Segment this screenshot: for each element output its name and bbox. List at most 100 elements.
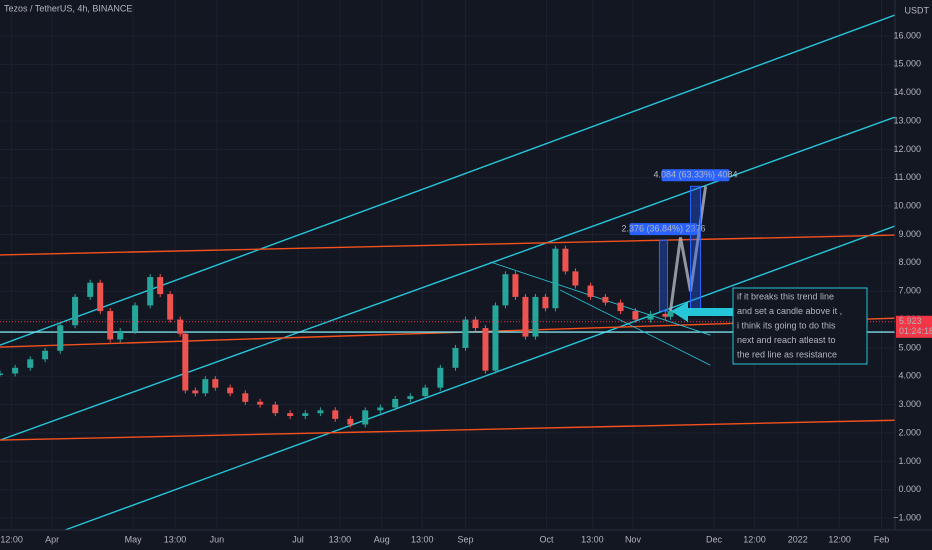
candle <box>182 333 189 391</box>
candle <box>317 410 324 414</box>
candle <box>257 401 264 405</box>
y-tick-label: −1.000 <box>893 512 921 522</box>
x-tick-label: Dec <box>706 534 723 544</box>
callout-text: the red line as resistance <box>737 349 837 359</box>
y-tick-label: 9.000 <box>898 229 921 239</box>
candle <box>332 410 339 419</box>
y-tick-label: 11.000 <box>894 172 921 182</box>
x-tick-label: 12:00 <box>743 534 766 544</box>
measure-label-box <box>629 223 698 236</box>
candle <box>532 296 539 337</box>
callout-arrow <box>671 302 733 322</box>
x-tick-label: 13:00 <box>581 534 604 544</box>
callout-text: i think its going to do this <box>737 320 836 330</box>
x-tick-label: Apr <box>45 534 59 544</box>
candle <box>192 390 199 394</box>
x-tick-label: 13:00 <box>329 534 352 544</box>
candle <box>302 413 309 417</box>
measure-label: 2.376 (36.84%) 2376 <box>621 224 705 234</box>
candle <box>287 413 294 417</box>
candle <box>437 367 444 388</box>
candle <box>147 277 154 306</box>
candle <box>462 319 469 348</box>
candle <box>272 404 279 414</box>
measure-label-box <box>661 169 730 182</box>
y-tick-label: 10.000 <box>893 201 921 211</box>
y-tick-label: 12.000 <box>893 144 921 154</box>
callout-text: if it breaks this trend line <box>737 291 834 301</box>
y-tick-label: 1.000 <box>898 456 921 466</box>
candle <box>72 296 79 326</box>
last-price: 5.923 <box>899 316 922 326</box>
callout-box <box>732 287 868 365</box>
price-axis <box>895 0 932 550</box>
candle <box>422 387 429 397</box>
candle <box>502 274 509 306</box>
trend-line <box>490 261 711 336</box>
y-tick-label: 5.000 <box>898 342 921 352</box>
candle <box>0 373 3 375</box>
candle <box>227 387 234 394</box>
candle <box>177 319 184 334</box>
y-tick-label: 16.000 <box>893 30 921 40</box>
candle <box>377 407 384 411</box>
candle <box>347 418 354 425</box>
candle <box>602 296 609 303</box>
candle <box>132 305 139 331</box>
candle <box>647 313 654 320</box>
x-tick-label: Aug <box>374 534 390 544</box>
measure-range <box>658 239 669 312</box>
chart-title: Tezos / TetherUS, 4h, BINANCE <box>4 3 132 13</box>
candle <box>157 277 164 295</box>
y-tick-label: 0.000 <box>898 484 921 494</box>
candle <box>512 274 519 297</box>
candle <box>42 350 49 360</box>
candle <box>587 285 594 297</box>
axes: 16.000 15.000 14.000 13.000 12.000 11.000 10.0… <box>0 30 932 544</box>
x-tick-label: 13:00 <box>164 534 187 544</box>
candle <box>482 328 489 371</box>
countdown: 01:24:18 <box>899 326 932 336</box>
callout-text: next and reach atleast to <box>737 335 836 345</box>
overlays: 2.376 (36.84%) 2376 4.084 (63.33%) 4084 if… <box>621 169 868 365</box>
candle <box>522 296 529 337</box>
candle <box>492 305 499 371</box>
candle <box>472 319 479 329</box>
candle <box>632 311 639 320</box>
x-tick-label: 12:00 <box>0 534 23 544</box>
x-tick-label: 13:00 <box>411 534 434 544</box>
x-tick-label: May <box>125 534 143 544</box>
trend-line <box>64 225 896 531</box>
candle <box>572 271 579 286</box>
candle <box>242 393 249 402</box>
x-tick-label: 2022 <box>788 534 808 544</box>
x-tick-label: Nov <box>625 534 642 544</box>
x-tick-label: Jul <box>292 534 304 544</box>
callout-text: and set a candle above it , <box>737 306 842 316</box>
candle <box>57 325 64 351</box>
trend-line <box>560 289 711 366</box>
projection-path <box>669 186 708 312</box>
candle <box>167 294 174 320</box>
trend-line <box>0 234 896 256</box>
candle <box>212 379 219 388</box>
x-tick-label: 12:00 <box>828 534 851 544</box>
y-tick-label: 3.000 <box>898 399 921 409</box>
candle <box>562 248 569 272</box>
axis-unit: USDT <box>905 5 930 15</box>
x-tick-label: Feb <box>874 534 890 544</box>
candle <box>27 359 34 368</box>
y-tick-label: 13.000 <box>893 115 921 125</box>
y-tick-label: 14.000 <box>893 87 921 97</box>
measure-range <box>689 185 701 312</box>
candle <box>97 282 104 312</box>
y-tick-label: 2.000 <box>898 427 921 437</box>
candle <box>667 311 674 317</box>
last-price-box <box>896 315 932 338</box>
measure-label: 4.084 (63.33%) 4084 <box>653 170 737 180</box>
candle <box>107 311 114 340</box>
x-tick-label: Oct <box>540 534 555 544</box>
y-tick-label: 4.000 <box>898 371 921 381</box>
